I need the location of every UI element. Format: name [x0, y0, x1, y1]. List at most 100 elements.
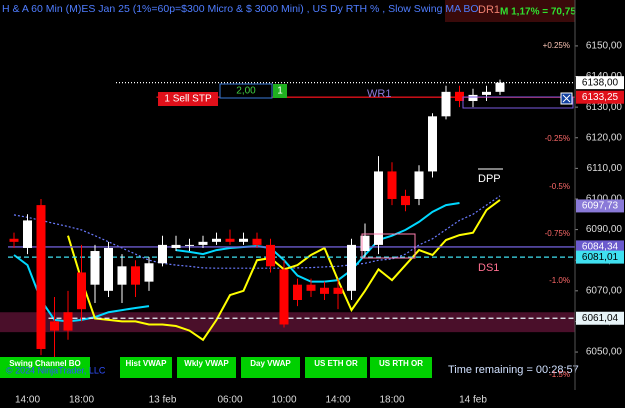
candle-body	[198, 241, 208, 245]
candle-body	[36, 205, 46, 349]
candle-body	[131, 266, 140, 285]
ds1-label: DS1	[478, 262, 499, 274]
candle-body	[252, 238, 262, 245]
time-remaining: Time remaining = 00:28:57	[448, 364, 579, 376]
candle-body	[77, 272, 86, 310]
close-icon	[562, 94, 571, 103]
y-tick-label: 6050,00	[586, 347, 623, 358]
price-tag	[576, 90, 624, 104]
candle-body	[320, 287, 329, 294]
candle-body	[144, 263, 154, 282]
candle-body	[306, 284, 316, 291]
qty-label: 2,00	[236, 86, 256, 97]
toolbar-button-label: Wkly VWAP	[184, 359, 229, 368]
y-tick-label: 6090,00	[586, 224, 623, 235]
pct-label: -0.25%	[545, 134, 570, 143]
toolbar: Swing Channel BO Hist VWAP Wkly VWAP Day VW…	[0, 357, 432, 378]
candle-body	[185, 244, 194, 246]
candle-body	[117, 266, 127, 285]
candle-body	[468, 94, 478, 102]
price-tag-label: 6133,25	[582, 92, 619, 103]
candle-body	[266, 244, 275, 267]
qty-box[interactable]	[219, 83, 273, 99]
pct-label: -0.5%	[549, 182, 570, 191]
candle-body	[23, 220, 32, 248]
y-tick-label: 6130,00	[586, 102, 623, 113]
toolbar-button[interactable]	[177, 357, 236, 378]
toolbar-button-label: Hist VWAP	[126, 359, 168, 368]
dpp-label: DPP	[478, 173, 501, 185]
y-tick-label: 6070,00	[586, 285, 623, 296]
price-tag-label: 6061,04	[582, 313, 619, 324]
toolbar-button-label: US RTH OR	[379, 359, 423, 368]
price-tag-label: 6097,73	[582, 201, 619, 212]
price-tag-label: 6084,34	[582, 242, 619, 253]
x-tick-label: 10:00	[271, 395, 296, 406]
candle-body	[158, 244, 167, 264]
sell-stop-button[interactable]	[158, 92, 218, 106]
x-tick-label: 14 feb	[459, 395, 487, 406]
candle-body	[225, 238, 235, 242]
toolbar-button[interactable]	[120, 357, 172, 378]
candle-body	[482, 91, 491, 95]
candle-body	[63, 312, 73, 331]
y-tick-label: 6100,00	[586, 194, 623, 205]
dr1-label: DR1	[478, 4, 500, 16]
candle-body	[387, 171, 397, 199]
pct-label: +0.25%	[543, 41, 570, 50]
monthly-pct: M 1,17% = 70,75	[500, 7, 576, 18]
price-tag	[576, 250, 624, 264]
x-tick-label: 18:00	[379, 395, 404, 406]
price-tag	[576, 199, 624, 213]
candle-body	[333, 287, 343, 294]
candle-body	[50, 321, 59, 331]
y-tick-label: 6110,00	[587, 163, 623, 174]
weekly-box	[462, 96, 574, 109]
toolbar-button-label: US ETH OR	[314, 359, 358, 368]
copyright: © 2024 NinjaTrader, LLC	[6, 365, 106, 375]
pct-label: -1.0%	[549, 276, 570, 285]
toolbar-button[interactable]	[0, 357, 90, 378]
toolbar-button-label: Day VWAP	[250, 359, 291, 368]
count-box[interactable]	[273, 84, 287, 98]
candle-body	[239, 238, 248, 242]
dr1-zone	[445, 0, 575, 22]
candle-body	[279, 269, 289, 325]
x-tick-label: 13 feb	[149, 395, 177, 406]
price-tag	[576, 240, 624, 254]
sell-stop-label: 1 Sell STP	[164, 94, 212, 105]
toolbar-button-label: Swing Channel BO	[9, 359, 81, 368]
x-tick-label: 06:00	[217, 395, 242, 406]
candle-body	[90, 251, 100, 285]
price-tag-label: 6138,00	[582, 77, 619, 88]
price-tag	[576, 311, 624, 325]
candle-body	[293, 284, 302, 300]
pct-label: -1.5%	[549, 370, 570, 379]
candle-body	[455, 91, 464, 102]
price-tag-label: 6081,01	[582, 252, 619, 263]
candle-body	[171, 244, 181, 248]
wr1-label: WR1	[367, 88, 391, 100]
x-tick-label: 14:00	[325, 395, 350, 406]
highlight-box	[361, 233, 416, 259]
candle-body	[428, 116, 437, 172]
candle-body	[104, 247, 113, 291]
y-tick-label: 6120,00	[586, 132, 623, 143]
toolbar-button[interactable]	[241, 357, 300, 378]
toolbar-button[interactable]	[370, 357, 432, 378]
toolbar-button[interactable]	[305, 357, 367, 378]
y-tick-label: 6150,00	[586, 41, 623, 52]
candle-body	[374, 171, 383, 245]
candle-body	[414, 171, 424, 199]
candle-body	[212, 238, 221, 242]
candle-body	[441, 91, 451, 117]
plot-area	[0, 79, 575, 362]
chart-title: H & A 60 Min (M)ES Jan 25 (1%=60p=$300 M…	[2, 3, 479, 15]
x-tick-label: 14:00	[15, 395, 40, 406]
candle-body	[347, 244, 356, 291]
order-panel[interactable]: 1 Sell STP 2,00 1	[158, 83, 573, 106]
candle-body	[401, 195, 410, 206]
x-tick-label: 18:00	[69, 395, 94, 406]
